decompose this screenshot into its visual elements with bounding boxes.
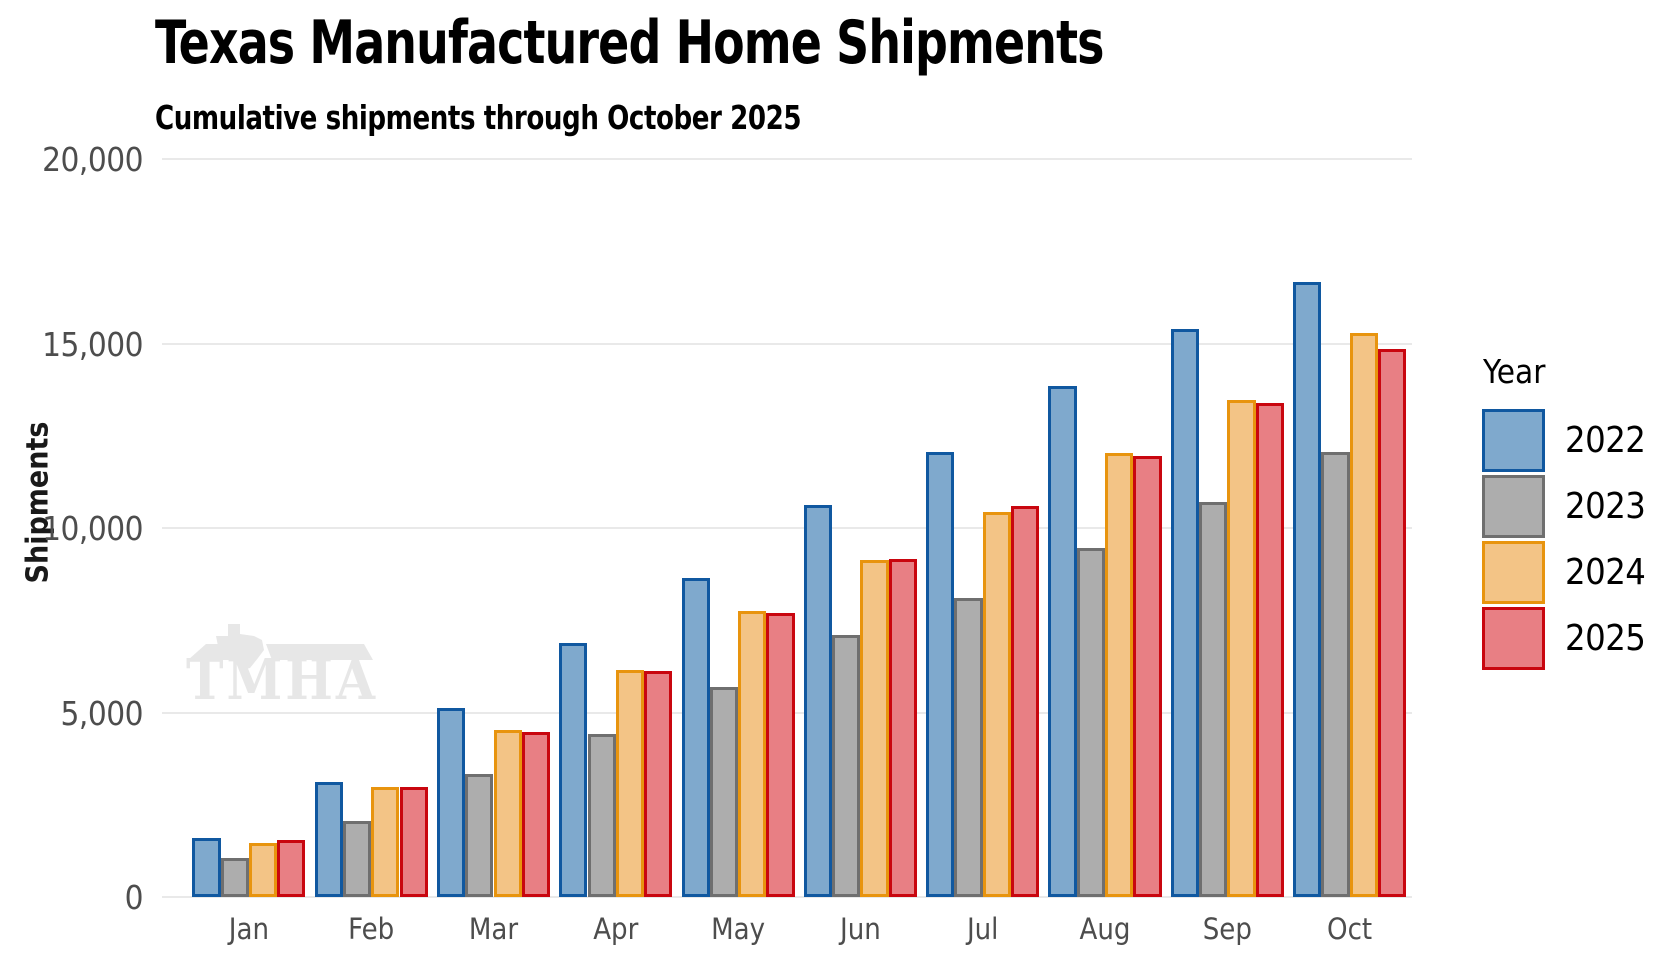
bar-2025-mar xyxy=(521,732,551,897)
legend-swatch-2022 xyxy=(1482,409,1545,472)
chart-subtitle: Cumulative shipments through October 202… xyxy=(155,98,802,137)
bar-2023-aug xyxy=(1076,547,1105,897)
watermark-roof-texas-icon xyxy=(188,624,373,670)
bar-2023-jun xyxy=(832,635,861,897)
gridline xyxy=(162,527,1412,529)
legend-swatch-2023 xyxy=(1482,475,1545,538)
bar-2023-mar xyxy=(465,774,494,897)
bar-2024-jul xyxy=(982,511,1011,897)
bar-2024-jan xyxy=(248,842,278,897)
legend-items: 2022 2023 2024 2025 xyxy=(1482,409,1646,670)
bar-2025-sep xyxy=(1255,403,1284,897)
bar-2025-jun xyxy=(888,558,917,897)
bar-2025-jan xyxy=(277,839,306,897)
bar-2022-apr xyxy=(559,643,588,897)
legend-label: 2025 xyxy=(1565,618,1646,659)
bar-2022-jul xyxy=(926,451,955,897)
bar-2024-jun xyxy=(860,560,889,897)
y-tick-label: 10,000 xyxy=(42,509,143,548)
chart-title: Texas Manufactured Home Shipments xyxy=(155,8,1105,78)
legend-label: 2022 xyxy=(1565,420,1646,461)
watermark-logo: TMHA xyxy=(186,596,386,711)
bar-2025-may xyxy=(766,613,795,897)
legend-label: 2023 xyxy=(1565,486,1646,527)
x-tick-label: Feb xyxy=(348,912,395,946)
bar-2025-apr xyxy=(644,671,673,897)
bar-2024-sep xyxy=(1227,399,1256,897)
y-tick-label: 20,000 xyxy=(42,140,143,179)
bar-2023-may xyxy=(709,686,739,897)
legend-swatch-2025 xyxy=(1482,607,1545,670)
bar-2022-jun xyxy=(803,505,833,897)
bar-2023-sep xyxy=(1199,501,1228,897)
x-tick-label: Jul xyxy=(966,912,999,946)
bar-2024-oct xyxy=(1349,333,1378,897)
bar-2022-mar xyxy=(436,708,466,897)
x-tick-label: Mar xyxy=(468,912,519,946)
legend-swatch-2024 xyxy=(1482,541,1545,604)
bar-2025-jul xyxy=(1011,506,1040,897)
bar-2025-feb xyxy=(399,787,428,897)
legend-item-2025: 2025 xyxy=(1482,607,1646,670)
legend-item-2024: 2024 xyxy=(1482,541,1646,604)
gridline xyxy=(162,896,1412,898)
bar-2022-aug xyxy=(1048,386,1077,897)
bar-2023-jul xyxy=(954,598,983,897)
bar-2023-feb xyxy=(342,820,372,897)
bar-2022-sep xyxy=(1170,329,1199,897)
x-tick-label: Jan xyxy=(228,912,269,946)
bar-2022-may xyxy=(681,578,710,897)
x-tick-label: May xyxy=(711,912,766,946)
bar-2023-jan xyxy=(220,858,249,897)
gridline xyxy=(162,342,1412,345)
bar-2022-jan xyxy=(192,838,221,897)
bar-2024-feb xyxy=(371,786,400,897)
x-tick-label: Sep xyxy=(1202,912,1252,946)
bar-2024-may xyxy=(738,611,767,897)
legend: Year 2022 2023 2024 2025 xyxy=(1482,352,1646,673)
bar-2023-apr xyxy=(587,734,616,897)
x-tick-label: Aug xyxy=(1079,912,1131,946)
x-tick-label: Apr xyxy=(593,912,639,946)
y-tick-label: 5,000 xyxy=(60,693,144,733)
bar-2025-oct xyxy=(1377,349,1407,897)
y-axis-title: Shipments xyxy=(20,421,56,584)
bar-2024-aug xyxy=(1105,453,1134,897)
legend-item-2023: 2023 xyxy=(1482,475,1646,538)
watermark-text: TMHA xyxy=(186,647,378,713)
bar-2023-oct xyxy=(1321,451,1350,897)
legend-item-2022: 2022 xyxy=(1482,409,1646,472)
bar-2022-feb xyxy=(314,781,343,897)
x-tick-label: Jun xyxy=(840,912,881,946)
gridline xyxy=(162,158,1412,160)
legend-label: 2024 xyxy=(1565,552,1646,593)
x-tick-label: Oct xyxy=(1327,912,1373,946)
y-tick-label: 15,000 xyxy=(42,324,143,364)
y-tick-label: 0 xyxy=(124,878,144,917)
bar-2025-aug xyxy=(1133,456,1162,897)
legend-title: Year xyxy=(1483,352,1546,391)
bar-2024-mar xyxy=(493,729,522,897)
bar-2022-oct xyxy=(1293,281,1322,897)
bar-2024-apr xyxy=(615,670,645,897)
